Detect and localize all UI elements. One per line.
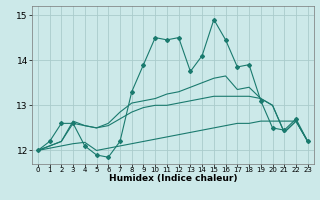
X-axis label: Humidex (Indice chaleur): Humidex (Indice chaleur)	[108, 174, 237, 183]
